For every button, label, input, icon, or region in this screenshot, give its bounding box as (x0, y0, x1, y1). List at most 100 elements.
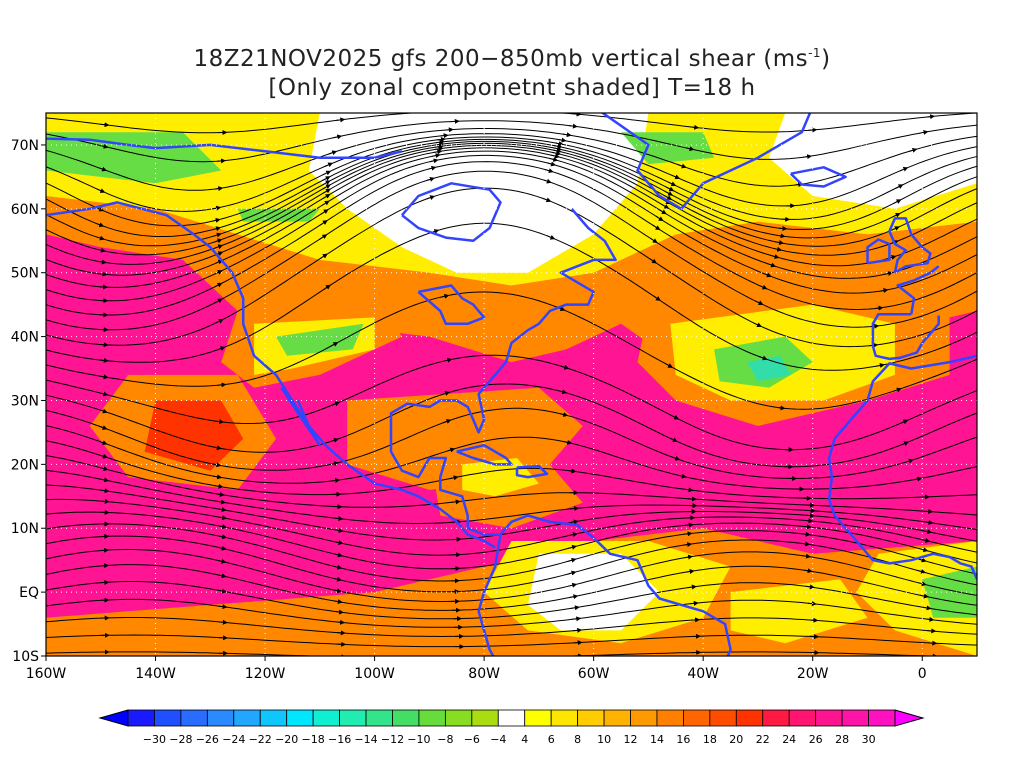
streamline-arrow (433, 149, 443, 155)
streamline-arrow (336, 117, 346, 123)
streamline-arrow (98, 425, 108, 430)
colorbar-label: 14 (650, 733, 664, 746)
streamline-arrow (899, 166, 909, 172)
streamline-arrow (216, 499, 226, 505)
streamline (46, 150, 977, 288)
streamline-arrow (99, 391, 109, 397)
streamline-arrow (776, 405, 786, 411)
colorbar-swatch (259, 709, 288, 727)
streamline-arrow (883, 271, 894, 276)
lon-tick-label: 160W (26, 666, 67, 682)
streamline-arrow (333, 552, 343, 558)
streamline-arrow (567, 570, 577, 576)
colorbar-swatch (630, 709, 658, 727)
streamline-arrow (214, 259, 224, 265)
streamline-arrow (892, 387, 902, 393)
streamline-arrow (570, 605, 580, 611)
lon-tick-label: 20W (797, 666, 829, 682)
streamline (46, 511, 977, 570)
streamline-arrow (216, 158, 226, 164)
streamline-arrow (664, 190, 674, 196)
streamline-arrow (658, 208, 667, 215)
streamline (46, 484, 977, 542)
shade-white-europe (768, 113, 977, 209)
streamline-arrow (685, 146, 695, 152)
coast-west-africa (827, 354, 977, 580)
colorbar-swatch (524, 709, 552, 727)
streamline-arrow (685, 569, 695, 574)
coast-alaska-north (46, 137, 403, 159)
streamline (46, 161, 977, 316)
streamline-arrow (568, 532, 578, 537)
streamline-arrow (913, 476, 923, 482)
coast-iceland (789, 166, 847, 188)
streamline-arrow (547, 161, 557, 167)
streamline-arrow (891, 226, 900, 231)
streamline-arrow (546, 234, 556, 240)
streamline (46, 147, 977, 276)
streamline-arrow (322, 284, 331, 291)
streamline-arrow (895, 184, 904, 189)
colorbar-swatch (365, 709, 393, 727)
coast-great-lakes (417, 284, 486, 326)
streamline-arrow (568, 123, 578, 129)
colorbar-swatch (683, 709, 711, 727)
colorbar-swatch (471, 709, 499, 727)
streamline-arrow (794, 182, 804, 188)
lat-tick-label: 10S (12, 649, 39, 665)
colorbar-label: 16 (676, 733, 690, 746)
streamline (46, 455, 977, 516)
streamline-arrow (572, 113, 582, 117)
streamline-arrow (98, 166, 108, 172)
streamline-arrow (649, 237, 658, 244)
colorbar-swatch (127, 709, 155, 727)
coast-ireland (866, 238, 891, 265)
streamline-arrow (671, 174, 681, 180)
streamline-arrow (99, 143, 109, 149)
streamline-arrow (773, 246, 783, 252)
grid-lines (46, 113, 977, 656)
streamline-arrow (683, 531, 693, 537)
streamline-arrow (677, 163, 687, 169)
streamline-arrow (669, 437, 678, 442)
streamline-arrow (568, 582, 578, 588)
streamline-arrow (690, 124, 700, 130)
streamline-arrow (320, 209, 329, 215)
streamline-arrow (427, 165, 437, 171)
streamline-arrow (925, 114, 936, 120)
streamline-arrow (443, 357, 453, 363)
shade-green-canada (237, 208, 320, 222)
streamline-arrow (803, 568, 813, 574)
streamline-arrow (96, 247, 106, 253)
streamline-arrow (446, 447, 456, 453)
streamline-arrow (554, 141, 564, 147)
streamline (46, 136, 977, 227)
lon-tick-label: 40W (687, 666, 719, 682)
lat-tick-label: 70N (11, 138, 39, 154)
streamline-arrow (925, 616, 935, 622)
streamline-arrow (919, 129, 929, 135)
streamline-arrow (214, 298, 223, 304)
streamline-arrow (451, 499, 461, 505)
colorbar-swatch (497, 709, 526, 727)
streamline-arrow (893, 199, 902, 205)
colorbar-label: −4 (490, 733, 506, 746)
streamline-arrow (684, 487, 694, 493)
streamline-arrow (683, 542, 693, 548)
lat-tick-label: 30N (11, 393, 39, 409)
streamline-arrow (212, 445, 222, 451)
streamline-arrow (663, 194, 673, 200)
streamline-arrow (567, 468, 577, 474)
colorbar-label: 8 (574, 733, 581, 746)
streamline-arrow (917, 581, 927, 587)
shade-red-pacific-east (144, 400, 244, 471)
streamline (46, 170, 977, 331)
coastlines (46, 113, 977, 656)
streamline-arrow (328, 150, 338, 156)
colorbar-swatch (656, 709, 684, 727)
streamline (46, 140, 977, 247)
streamline-arrow (217, 382, 227, 388)
chart-title-line2: [Only zonal componetnt shaded] T=18 h (268, 75, 756, 101)
lon-tick-label: 80W (468, 666, 500, 682)
streamline-arrow (805, 513, 815, 519)
